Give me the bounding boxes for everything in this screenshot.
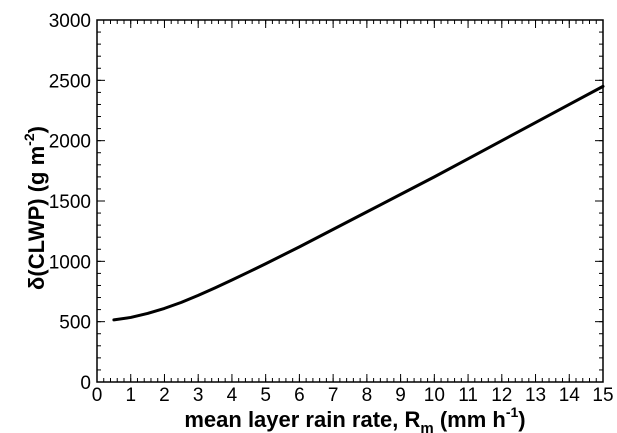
series-line — [112, 84, 605, 322]
x-axis-title-sub: m — [420, 420, 433, 433]
x-tick-label: 3 — [193, 385, 204, 406]
y-axis-title-sup: -2 — [21, 133, 37, 146]
x-axis-title-close: ) — [518, 407, 525, 432]
plot-frame — [96, 19, 604, 383]
x-tick-label: 12 — [491, 385, 512, 406]
x-tick-label: 5 — [260, 385, 271, 406]
y-tick-label: 2000 — [49, 132, 91, 153]
x-tick-label: 1 — [125, 385, 136, 406]
y-axis-title-main: δ(CLWP) (g m — [24, 146, 49, 290]
x-tick-labels: 0 1 2 3 4 5 6 7 8 9 10 11 12 13 14 15 — [92, 385, 614, 406]
y-tick-labels: 0 500 1000 1500 2000 2500 3000 — [49, 11, 91, 394]
x-axis-title-unit: (mm h — [434, 407, 506, 432]
x-tick-label: 6 — [294, 385, 305, 406]
x-axis-title-main: mean layer rain rate, R — [184, 407, 420, 432]
x-tick-label: 9 — [395, 385, 406, 406]
x-tick-label: 13 — [525, 385, 546, 406]
y-axis-title-close: ) — [24, 126, 49, 133]
y-tick-label: 1000 — [49, 252, 91, 273]
y-tick-label: 3000 — [49, 11, 91, 32]
x-tick-label: 8 — [362, 385, 373, 406]
x-tick-label: 15 — [592, 385, 613, 406]
x-tick-label: 10 — [424, 385, 445, 406]
x-axis-title-sup: -1 — [506, 404, 519, 420]
x-tick-label: 4 — [227, 385, 238, 406]
ticks — [96, 19, 604, 383]
x-tick-label: 11 — [458, 385, 478, 406]
y-axis-title: δ(CLWP) (g m-2) — [21, 126, 49, 290]
x-tick-label: 14 — [559, 385, 581, 406]
y-tick-label: 2500 — [49, 71, 91, 92]
y-tick-label: 500 — [59, 313, 91, 334]
x-tick-label: 2 — [159, 385, 170, 406]
y-tick-label: 1500 — [49, 192, 91, 213]
x-axis-title: mean layer rain rate, Rm (mm h-1) — [184, 404, 525, 433]
x-tick-label: 0 — [92, 385, 103, 406]
y-tick-label: 0 — [80, 373, 91, 394]
x-tick-label: 7 — [328, 385, 339, 406]
